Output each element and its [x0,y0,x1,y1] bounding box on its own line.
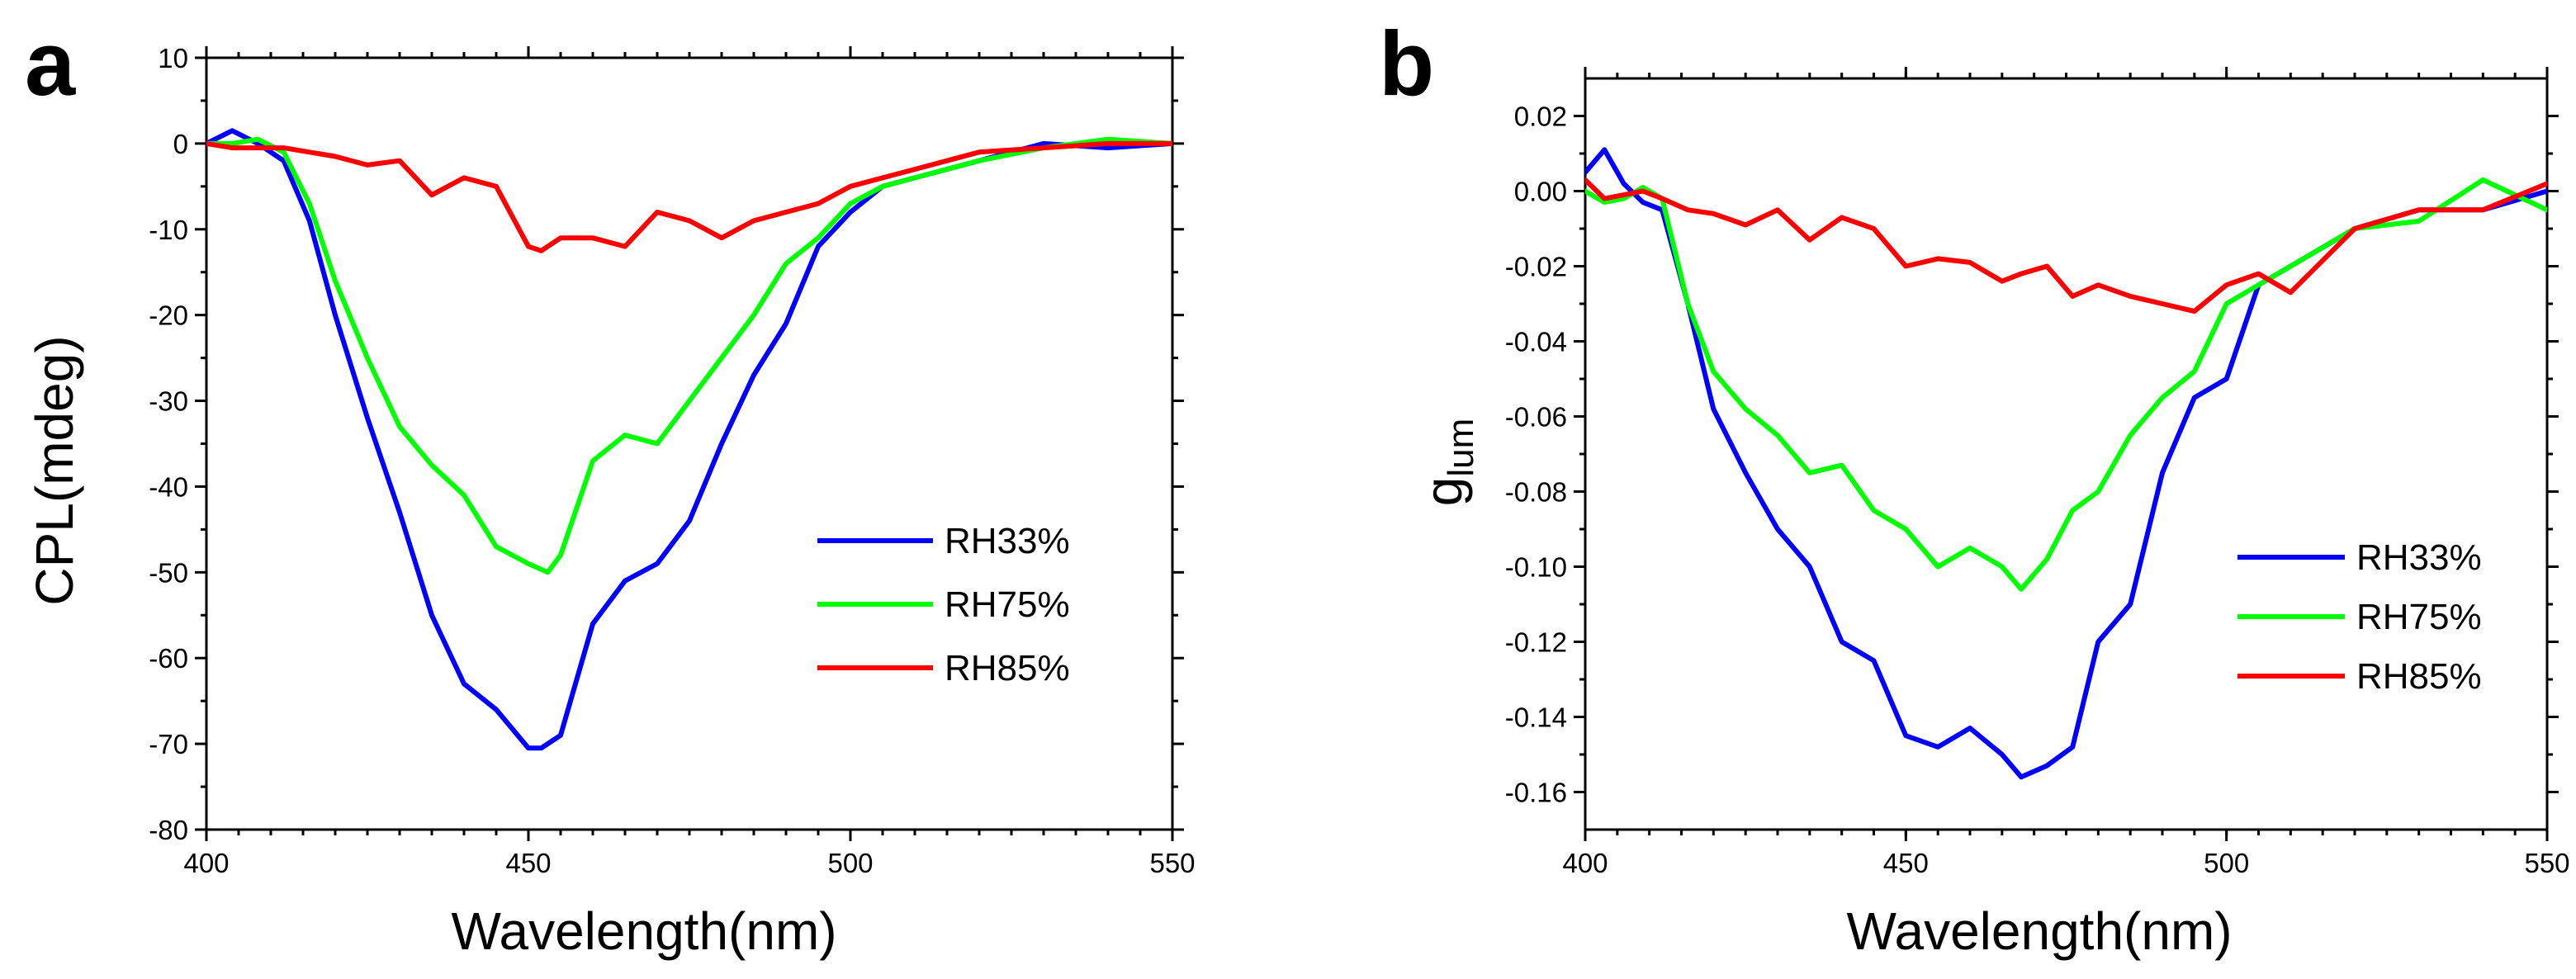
x-tick-label: 550 [1149,848,1195,878]
y-tick-label: -10 [149,215,188,245]
y-tick-label: 10 [158,43,188,73]
plot-frame [1584,77,2549,831]
legend-label-rh33: RH33% [2356,537,2482,578]
y-axis-title-a: CPL(mdeg) [25,335,84,605]
y-tick-label: -80 [149,815,188,845]
plot-area-a: 400 450 500 550 10 0 -10 -20 -30 -40 -50 -60 -70 -80 R… [149,43,1195,878]
y-tick-label: -0.08 [1505,477,1567,508]
y-tick-label: -60 [149,643,188,674]
svg-text:glum: glum [1413,419,1481,507]
x-tick-label: 400 [1562,848,1608,878]
legend-label-rh33: RH33% [945,521,1070,561]
legend-label-rh85: RH85% [945,648,1070,688]
y-tick-label: 0.02 [1514,102,1567,132]
plot-frame [205,56,1174,831]
y-tick-label: -0.16 [1505,778,1567,808]
y-axis-title-b: glum [1413,419,1481,507]
y-tick-label: -40 [149,471,188,502]
panel-a: a CPL(mdeg) Wavelength(nm) 400 450 500 550 1… [25,13,1196,961]
y-tick-label: -70 [149,729,188,759]
x-axis-title-a: Wavelength(nm) [451,901,836,961]
y-tick-label: -20 [149,300,188,331]
panel-label-b: b [1379,13,1434,115]
x-tick-label: 400 [183,848,229,878]
panel-label-a: a [25,13,76,115]
y-tick-label: -0.06 [1505,402,1567,433]
y-tick-label: -0.02 [1505,252,1567,282]
y-tick-label: -30 [149,386,188,417]
series-line-rh85 [206,140,1172,253]
series-line-rh75 [1585,177,2547,592]
y-tick-label: -0.04 [1505,327,1567,357]
panel-b: b glum Wavelength(nm) 400 450 500 550 0.02 0.… [1379,13,2570,961]
x-tick-label: 500 [827,848,873,878]
legend-label-rh85: RH85% [2356,656,2482,697]
y-tick-label: -50 [149,557,188,588]
legend-label-rh75: RH75% [945,584,1070,625]
x-tick-label: 550 [2524,848,2569,878]
y-axis-title-b-sub: lum [1441,419,1481,477]
y-axis-title-b-main: g [1413,477,1473,507]
y-tick-label: 0.00 [1514,177,1567,207]
plot-area-b: 400 450 500 550 0.02 0.00 -0.02 -0.04 -0.06 -0.08… [1505,67,2570,878]
x-tick-label: 500 [2204,848,2249,878]
series-line-rh75 [206,136,1172,575]
y-tick-label: -0.12 [1505,627,1567,658]
x-tick-label: 450 [505,848,551,878]
y-tick-label: 0 [173,129,188,159]
x-tick-label: 450 [1883,848,1929,878]
series-line-rh85 [1585,177,2547,315]
x-axis-title-b: Wavelength(nm) [1846,901,2232,961]
y-tick-label: -0.10 [1505,552,1567,583]
y-tick-label: -0.14 [1505,702,1567,733]
legend-label-rh75: RH75% [2356,597,2482,637]
